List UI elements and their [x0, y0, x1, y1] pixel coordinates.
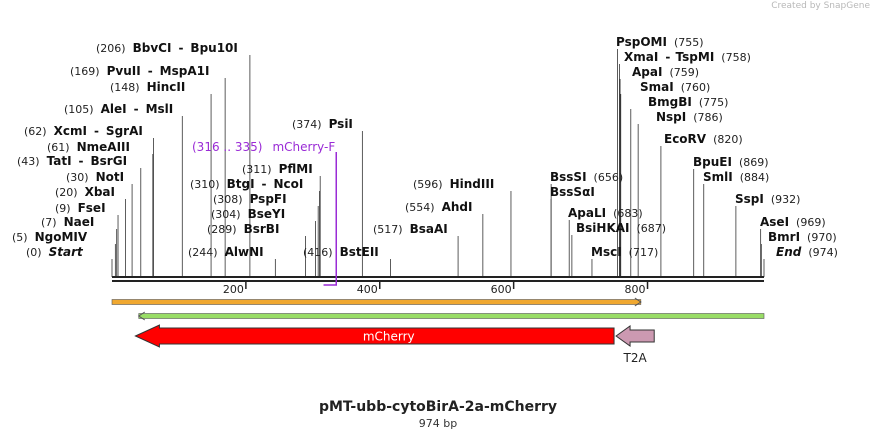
enzyme-label[interactable]: (554) AhdI [405, 200, 472, 214]
enzyme-label[interactable]: ApaI (759) [632, 65, 699, 79]
enzyme-label[interactable]: EcoRV (820) [664, 132, 743, 146]
enzyme-label[interactable]: (416) BstEII [303, 245, 379, 259]
enzyme-label[interactable]: (169) PvuII - MspA1I [70, 64, 209, 78]
enzyme-label[interactable]: (310) BtgI - NcoI [190, 177, 303, 191]
feature-label: mCherry [363, 330, 415, 344]
enzyme-label[interactable]: (61) NmeAIII [47, 140, 130, 154]
dna-backbone [112, 276, 764, 282]
enzyme-label[interactable]: (289) BsrBI [207, 222, 279, 236]
enzyme-label[interactable]: (308) PspFI [213, 192, 287, 206]
snapgene-watermark: Created by SnapGene [771, 1, 870, 11]
primer-name: mCherry-F [272, 140, 335, 154]
axis-tick-label: 400 [357, 283, 378, 296]
enzyme-label[interactable]: PspOMI (755) [616, 35, 704, 49]
enzyme-label[interactable]: BmgBI (775) [648, 95, 728, 109]
mcherry-feature-arrow[interactable] [134, 324, 615, 348]
enzyme-leader-lines [111, 49, 765, 277]
enzyme-label[interactable]: (148) HincII [110, 80, 185, 94]
enzyme-label[interactable]: (311) PflMI [242, 162, 313, 176]
axis-ticks: 200 400 600 800 [223, 282, 649, 296]
enzyme-label[interactable]: ApaLI (683) [568, 206, 643, 220]
enzyme-label[interactable]: (30) NotI [66, 170, 124, 184]
enzyme-label[interactable]: (517) BsaAI [373, 222, 448, 236]
enzyme-label[interactable]: (7) NaeI [41, 215, 94, 229]
enzyme-label[interactable]: (62) XcmI - SgrAI [24, 124, 143, 138]
enzyme-label[interactable]: BssSI (656) [550, 170, 623, 184]
axis-tick-label: 200 [223, 283, 244, 296]
enzyme-label[interactable]: BpuEI (869) [693, 155, 769, 169]
primer-range: (316 .. 335) [192, 140, 262, 154]
enzyme-label[interactable]: (9) FseI [55, 201, 106, 215]
orf-bar[interactable] [111, 299, 642, 305]
orf-arrowhead [137, 311, 146, 321]
plasmid-title: pMT-ubb-cytoBirA-2a-mCherry [318, 399, 558, 415]
enzyme-label[interactable]: BssSαI [550, 185, 595, 199]
orf-bar[interactable] [138, 313, 765, 319]
axis-tick-label: 600 [491, 283, 512, 296]
enzyme-labels: (206) BbvCI - Bpu10I (169) PvuII - MspA1I (148) H… [12, 35, 838, 259]
enzyme-label[interactable]: (244) AlwNI [188, 245, 264, 259]
orf-arrowhead [634, 297, 642, 307]
enzyme-label[interactable]: SmaI (760) [640, 80, 710, 94]
enzyme-label[interactable]: (43) TatI - BsrGI [17, 154, 127, 168]
enzyme-label[interactable]: NspI (786) [656, 110, 723, 124]
enzyme-label[interactable]: SmlI (884) [703, 170, 769, 184]
enzyme-label[interactable]: XmaI - TspMI (758) [624, 50, 751, 64]
enzyme-label[interactable]: AseI (969) [760, 215, 826, 229]
enzyme-label[interactable]: MscI (717) [591, 245, 658, 259]
enzyme-label[interactable]: BsiHKAI (687) [576, 221, 666, 235]
primer-label[interactable]: (316 .. 335) mCherry-F [192, 140, 335, 154]
enzyme-label[interactable]: (206) BbvCI - Bpu10I [96, 41, 238, 55]
primer-annotation: (316 .. 335) mCherry-F [192, 140, 338, 286]
t2a-feature-arrow[interactable] [615, 325, 655, 347]
enzyme-label[interactable]: (374) PsiI [292, 117, 353, 131]
axis-tick-label: 800 [625, 283, 646, 296]
enzyme-label[interactable]: SspI (932) [735, 192, 800, 206]
enzyme-label[interactable]: BmrI (970) [768, 230, 837, 244]
enzyme-label[interactable]: (5) NgoMIV [12, 230, 88, 244]
enzyme-label[interactable]: (20) XbaI [55, 185, 115, 199]
enzyme-label[interactable]: (304) BseYI [211, 207, 285, 221]
enzyme-label[interactable]: (0) Start [26, 245, 84, 259]
enzyme-label[interactable]: End (974) [776, 245, 838, 259]
orf-bars [111, 297, 765, 321]
feature-label: T2A [623, 351, 648, 365]
feature-arrows: mCherry T2A [134, 324, 655, 365]
primer-arrow[interactable] [323, 152, 338, 286]
plasmid-length: 974 bp [418, 417, 458, 430]
enzyme-label[interactable]: (596) HindIII [413, 177, 494, 191]
enzyme-label[interactable]: (105) AleI - MslI [64, 102, 173, 116]
